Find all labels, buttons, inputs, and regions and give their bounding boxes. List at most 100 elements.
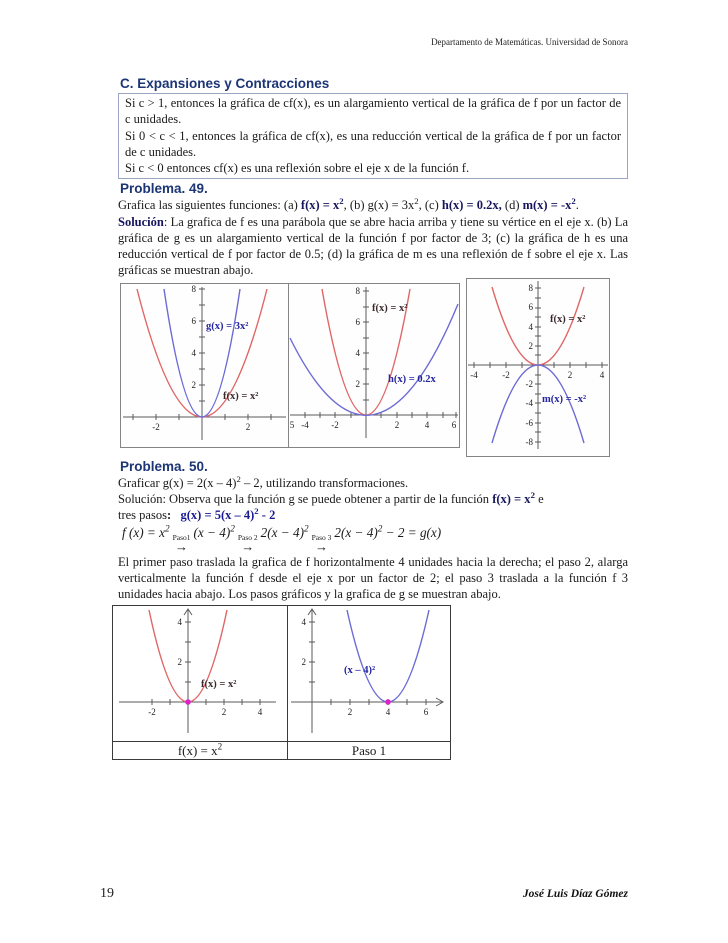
tick-label: 6 bbox=[356, 317, 361, 327]
rule-line-2: Si 0 < c < 1, entonces la gráfica de cf(… bbox=[125, 128, 621, 159]
tick-label: 4 bbox=[192, 348, 197, 358]
arrow-icon: → bbox=[315, 538, 328, 554]
vertex-dot bbox=[385, 699, 391, 706]
text-run: – 2, utilizando transformaciones. bbox=[240, 475, 409, 490]
y-axis-arrow-icon bbox=[307, 608, 317, 616]
math-f: f(x) = x bbox=[300, 198, 340, 213]
tick-label: 2 bbox=[395, 420, 400, 430]
curve-label-g: g(x) = 3x² bbox=[206, 321, 248, 332]
math-sup: 2 bbox=[236, 473, 241, 484]
graph-box-fh: 8 6 4 2 5 -4 -2 2 4 6 f(x) = x² h(x) = 0… bbox=[288, 282, 460, 448]
paso-1-arrow: Paso1 → bbox=[173, 534, 191, 554]
curve-g-blue bbox=[163, 288, 241, 418]
y-ticks bbox=[185, 621, 191, 683]
tick-label: -4 bbox=[470, 370, 478, 380]
x-ticks bbox=[304, 411, 457, 418]
curve-shifted-blue bbox=[346, 610, 430, 703]
math-sup: 2 bbox=[339, 196, 344, 207]
curve-label-f: f(x) = x² bbox=[201, 679, 236, 690]
text-run: . bbox=[575, 198, 579, 213]
curve-label-f: f(x) = x² bbox=[550, 314, 585, 325]
math-run: f (x) = x bbox=[122, 525, 165, 541]
rule-line-3: Si c < 0 entonces cf(x) es una reflexión… bbox=[125, 161, 470, 175]
tick-label: 2 bbox=[568, 370, 573, 380]
math-sup: 2 bbox=[414, 196, 419, 207]
math-sup: 2 bbox=[254, 505, 259, 516]
problema-49-title: Problema. 49. bbox=[120, 181, 208, 197]
paso-label: Paso 3 bbox=[311, 533, 332, 543]
math-sup: 2 bbox=[230, 523, 235, 534]
tick-label: 4 bbox=[529, 322, 534, 332]
tick-label: -2 bbox=[152, 422, 160, 432]
tick-label: -2 bbox=[502, 370, 510, 380]
caption-paso1: Paso 1 bbox=[287, 741, 451, 761]
tick-label: 4 bbox=[178, 617, 183, 627]
parabola-chart-fm: 8 6 4 2 -2 -4 -6 -8 -4 -2 2 4 f(x) = x² … bbox=[468, 280, 608, 449]
graph-cell-f: 4 2 -2 2 4 f(x) = x² bbox=[112, 605, 288, 743]
math-g-formula: g(x) = 5(x – 4) bbox=[180, 508, 255, 522]
rule-line-1: Si c > 1, entonces la gráfica de cf(x), … bbox=[125, 96, 621, 127]
tick-label: 2 bbox=[302, 657, 307, 667]
text-run: Grafica las siguientes funciones: (a) bbox=[118, 198, 301, 213]
x-ticks bbox=[132, 413, 272, 420]
tick-label: 2 bbox=[348, 707, 353, 717]
math-g: (b) g(x) = 3x bbox=[349, 198, 415, 213]
tick-label: 4 bbox=[600, 370, 605, 380]
tick-label: 2 bbox=[356, 379, 361, 389]
curve-label-f: f(x) = x² bbox=[223, 391, 258, 402]
paso-2-arrow: Paso 2 → bbox=[238, 534, 258, 552]
curve-label-shifted: (x – 4)² bbox=[344, 665, 375, 676]
tick-label: 4 bbox=[386, 707, 391, 717]
math-run: (x − 4) bbox=[193, 525, 231, 541]
tick-label: -2 bbox=[331, 420, 339, 430]
x-ticks bbox=[151, 699, 261, 706]
tick-label: 2 bbox=[192, 380, 197, 390]
p50-line2: Solución: Observa que la función g se pu… bbox=[118, 490, 628, 507]
tick-label: 4 bbox=[258, 707, 263, 717]
solucion-text: : La grafica de f es una parábola que se… bbox=[118, 214, 628, 278]
text-run: e bbox=[534, 491, 544, 506]
footer-author: José Luis Díaz Gómez bbox=[522, 888, 628, 900]
tick-label: 8 bbox=[529, 283, 534, 293]
tick-label: -4 bbox=[526, 398, 534, 408]
solucion-label: Solución bbox=[118, 214, 164, 229]
arrow-icon: → bbox=[175, 538, 189, 554]
math-run: 2(x − 4) bbox=[260, 525, 304, 541]
tick-label: 2 bbox=[246, 422, 251, 432]
text-run: : bbox=[166, 508, 175, 522]
tick-label: 4 bbox=[425, 420, 430, 430]
tick-label: -8 bbox=[526, 437, 534, 447]
parabola-chart-fg: 8 6 4 2 -2 2 g(x) = 3x² f(x) = x² bbox=[123, 284, 286, 440]
graph-box-fg: 8 6 4 2 -2 2 g(x) = 3x² f(x) = x² bbox=[120, 282, 289, 448]
graph-box-fm: 8 6 4 2 -2 -4 -6 -8 -4 -2 2 4 f(x) = x² … bbox=[466, 277, 610, 457]
y-ticks bbox=[309, 621, 315, 683]
y-ticks bbox=[535, 287, 541, 442]
p50-line1: Graficar g(x) = 2(x – 4)2 – 2, utilizand… bbox=[118, 473, 628, 491]
tick-label: 2 bbox=[178, 657, 183, 667]
tick-label: 8 bbox=[356, 286, 361, 296]
paso-3-arrow: Paso 3 → bbox=[311, 533, 332, 554]
curve-m-blue bbox=[491, 363, 585, 443]
tick-label: -2 bbox=[148, 707, 156, 717]
curve-h-blue bbox=[289, 303, 459, 416]
p49-solucion: Solución: La grafica de f es una parábol… bbox=[118, 214, 628, 279]
header-institution: Departamento de Matemáticas. Universidad… bbox=[431, 37, 628, 47]
math-run: − 2 = g(x) bbox=[382, 525, 442, 541]
math-h: h(x) = 0.2x, bbox=[441, 198, 502, 213]
text-run: Solución: Observa que la función g se pu… bbox=[118, 491, 493, 506]
tick-label: 6 bbox=[529, 302, 534, 312]
tick-label: 5 bbox=[290, 420, 295, 430]
page-number: 19 bbox=[100, 886, 114, 901]
caption-text: f(x) = x bbox=[177, 743, 218, 759]
rules-box: Si c > 1, entonces la gráfica de cf(x), … bbox=[118, 93, 628, 180]
text-run: , (c) bbox=[418, 198, 442, 213]
tick-label: 6 bbox=[452, 420, 457, 430]
text-run: , bbox=[343, 198, 350, 213]
math-sup: 2 bbox=[164, 523, 170, 534]
math-m: m(x) = bbox=[522, 198, 558, 213]
caption-sup: 2 bbox=[217, 741, 223, 752]
tick-label: -4 bbox=[301, 420, 309, 430]
vertex-dot bbox=[185, 699, 191, 706]
curve-label-f: f(x) = x² bbox=[372, 303, 407, 314]
section-title: C. Expansiones y Contracciones bbox=[120, 76, 330, 91]
